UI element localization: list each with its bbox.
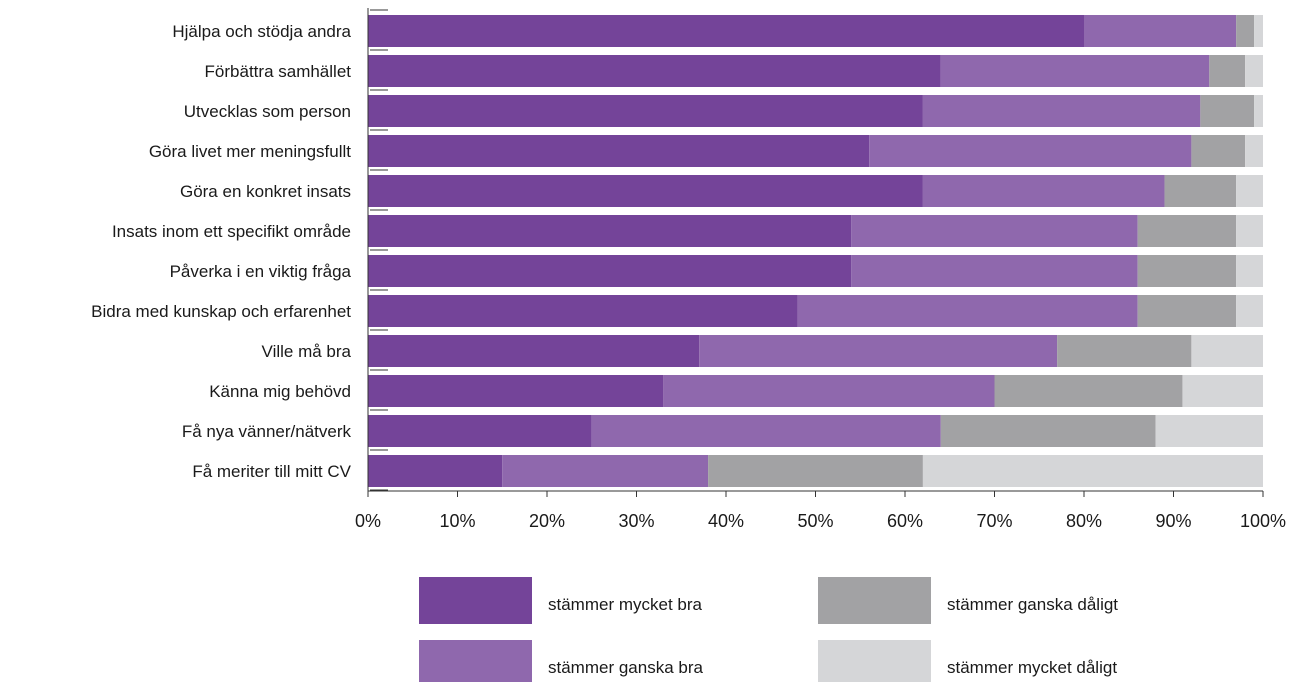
bar-segment-stammer-ganska-bra-5 [922,175,1165,207]
bar-segment-stammer-mycket-bra-8 [368,295,798,327]
bar-segment-stammer-ganska-bra-9 [699,335,1058,367]
bar-segment-stammer-mycket-daligt-9 [1191,335,1263,367]
x-tick-label: 40% [708,511,744,531]
bar-segment-stammer-ganska-bra-4 [869,135,1192,167]
category-label: Påverka i en viktig fråga [170,262,352,281]
category-label: Insats inom ett specifikt område [112,222,351,241]
x-tick-label: 90% [1155,511,1191,531]
bar-segment-stammer-ganska-daligt-4 [1191,135,1246,167]
bar-segment-stammer-ganska-bra-1 [1084,15,1237,47]
bar-segment-stammer-mycket-daligt-6 [1236,215,1263,247]
bar-segment-stammer-ganska-daligt-9 [1057,335,1192,367]
x-tick-label: 10% [439,511,475,531]
bar-segment-stammer-ganska-daligt-12 [708,455,923,487]
bar-segment-stammer-ganska-daligt-6 [1137,215,1237,247]
category-label: Utvecklas som person [184,102,351,121]
bar-segment-stammer-ganska-bra-6 [851,215,1138,247]
bar-segment-stammer-ganska-bra-12 [502,455,709,487]
category-label: Få meriter till mitt CV [192,462,351,481]
bar-segment-stammer-ganska-daligt-8 [1137,295,1237,327]
bar-segment-stammer-ganska-bra-2 [940,55,1210,87]
category-label: Känna mig behövd [209,382,351,401]
legend-swatch-stammer-ganska-bra [419,640,532,687]
bar-segment-stammer-mycket-bra-11 [368,415,592,447]
bar-segment-stammer-ganska-daligt-7 [1137,255,1237,287]
x-tick-label: 0% [355,511,381,531]
bar-segment-stammer-mycket-bra-6 [368,215,852,247]
bar-segment-stammer-mycket-bra-5 [368,175,923,207]
x-tick-label: 60% [887,511,923,531]
bar-segment-stammer-ganska-bra-3 [922,95,1201,127]
x-tick-label: 80% [1066,511,1102,531]
category-label: Göra en konkret insats [180,182,351,201]
x-tick-labels: 0% 10% 20% 30% 40% 50% 60% 70% 80% 90% 100% [355,511,1286,531]
bars-layer [368,15,1263,487]
category-label: Förbättra samhället [205,62,352,81]
x-tick-label: 30% [618,511,654,531]
legend-swatch-stammer-mycket-bra [419,577,532,624]
bar-segment-stammer-ganska-daligt-10 [994,375,1183,407]
category-label: Ville må bra [262,342,352,361]
bar-segment-stammer-mycket-daligt-5 [1236,175,1263,207]
bar-segment-stammer-mycket-daligt-1 [1254,15,1263,47]
legend-label-stammer-mycket-daligt: stämmer mycket dåligt [947,658,1117,677]
bar-segment-stammer-ganska-bra-7 [851,255,1138,287]
bar-segment-stammer-mycket-bra-4 [368,135,870,167]
legend-label-stammer-ganska-daligt: stämmer ganska dåligt [947,595,1118,614]
x-tick-label: 70% [976,511,1012,531]
legend: stämmer mycket bra stämmer ganska bra stäm… [419,577,1118,687]
bar-segment-stammer-ganska-bra-11 [591,415,941,447]
bar-segment-stammer-ganska-daligt-5 [1164,175,1237,207]
bar-segment-stammer-mycket-bra-10 [368,375,664,407]
bar-segment-stammer-mycket-daligt-2 [1245,55,1263,87]
bar-segment-stammer-mycket-daligt-7 [1236,255,1263,287]
bar-segment-stammer-ganska-daligt-11 [940,415,1156,447]
bar-segment-stammer-mycket-bra-3 [368,95,923,127]
bar-segment-stammer-mycket-daligt-11 [1155,415,1263,447]
legend-swatch-stammer-ganska-daligt [818,577,931,624]
bar-segment-stammer-ganska-daligt-3 [1200,95,1255,127]
x-tick-label: 50% [797,511,833,531]
bar-segment-stammer-ganska-daligt-2 [1209,55,1246,87]
x-tick-label: 100% [1240,511,1286,531]
bar-segment-stammer-mycket-bra-12 [368,455,503,487]
bar-segment-stammer-mycket-daligt-10 [1182,375,1263,407]
category-label: Bidra med kunskap och erfarenhet [91,302,351,321]
bar-segment-stammer-mycket-bra-7 [368,255,852,287]
bar-segment-stammer-mycket-daligt-8 [1236,295,1263,327]
bar-segment-stammer-mycket-daligt-3 [1254,95,1263,127]
bar-segment-stammer-mycket-bra-9 [368,335,700,367]
bar-segment-stammer-mycket-daligt-12 [922,455,1263,487]
category-label: Hjälpa och stödja andra [172,22,351,41]
bar-segment-stammer-mycket-bra-2 [368,55,941,87]
bar-segment-stammer-mycket-bra-1 [368,15,1084,47]
bar-segment-stammer-mycket-daligt-4 [1245,135,1263,167]
legend-swatch-stammer-mycket-daligt [818,640,931,687]
category-labels: Hjälpa och stödja andra Förbättra samhäll… [91,22,352,481]
legend-label-stammer-ganska-bra: stämmer ganska bra [548,658,703,677]
axes-layer [367,8,1264,497]
category-label: Göra livet mer meningsfullt [149,142,351,161]
bar-segment-stammer-ganska-bra-10 [663,375,995,407]
x-tick-label: 20% [529,511,565,531]
category-label: Få nya vänner/nätverk [182,422,352,441]
legend-label-stammer-mycket-bra: stämmer mycket bra [548,595,703,614]
bar-segment-stammer-ganska-bra-8 [797,295,1138,327]
bar-segment-stammer-ganska-daligt-1 [1236,15,1255,47]
